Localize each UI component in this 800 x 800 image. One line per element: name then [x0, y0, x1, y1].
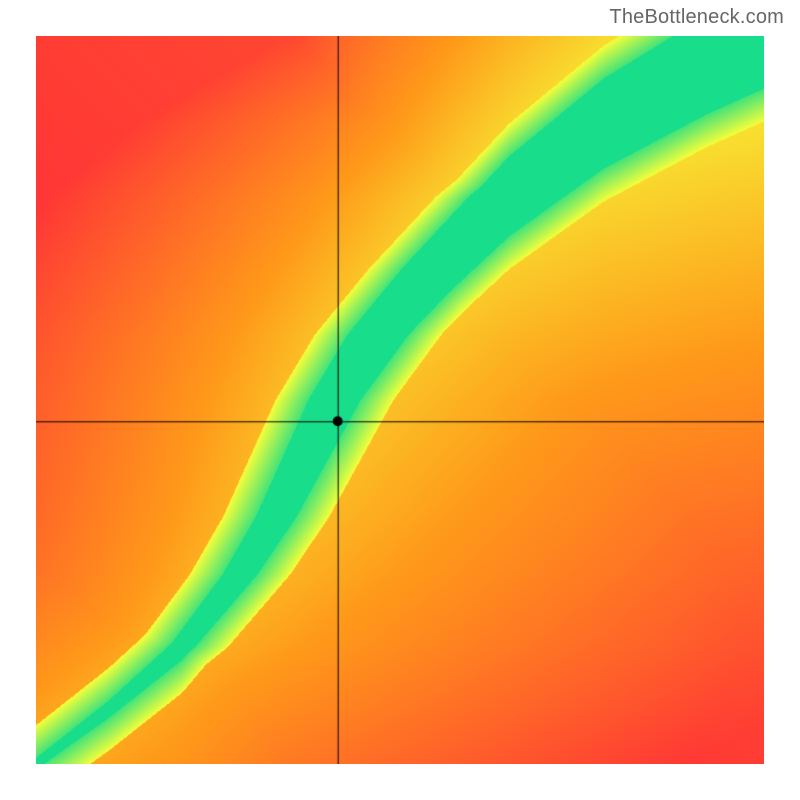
figure-container: TheBottleneck.com — [0, 0, 800, 800]
watermark-text: TheBottleneck.com — [609, 6, 784, 29]
heatmap-canvas — [36, 36, 764, 764]
heatmap-plot-area — [36, 36, 764, 764]
